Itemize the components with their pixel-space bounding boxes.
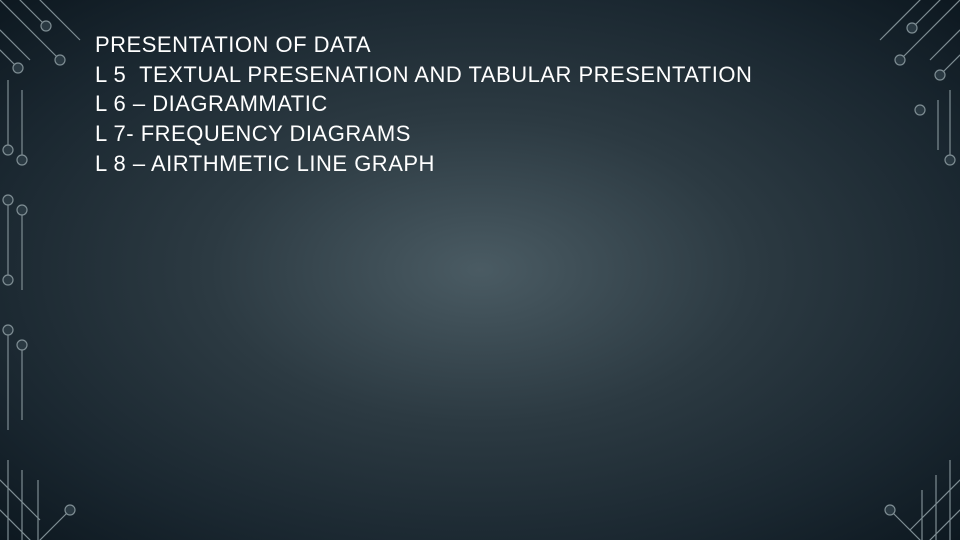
slide-line-1: PRESENTATION OF DATA	[95, 30, 900, 60]
slide-text-block: PRESENTATION OF DATA L 5 TEXTUAL PRESENA…	[95, 30, 900, 178]
slide-line-5: L 8 – AIRTHMETIC LINE GRAPH	[95, 149, 900, 179]
slide-line-3: L 6 – DIAGRAMMATIC	[95, 89, 900, 119]
slide-line-2: L 5 TEXTUAL PRESENATION AND TABULAR PRES…	[95, 60, 900, 90]
slide-line-4: L 7- FREQUENCY DIAGRAMS	[95, 119, 900, 149]
